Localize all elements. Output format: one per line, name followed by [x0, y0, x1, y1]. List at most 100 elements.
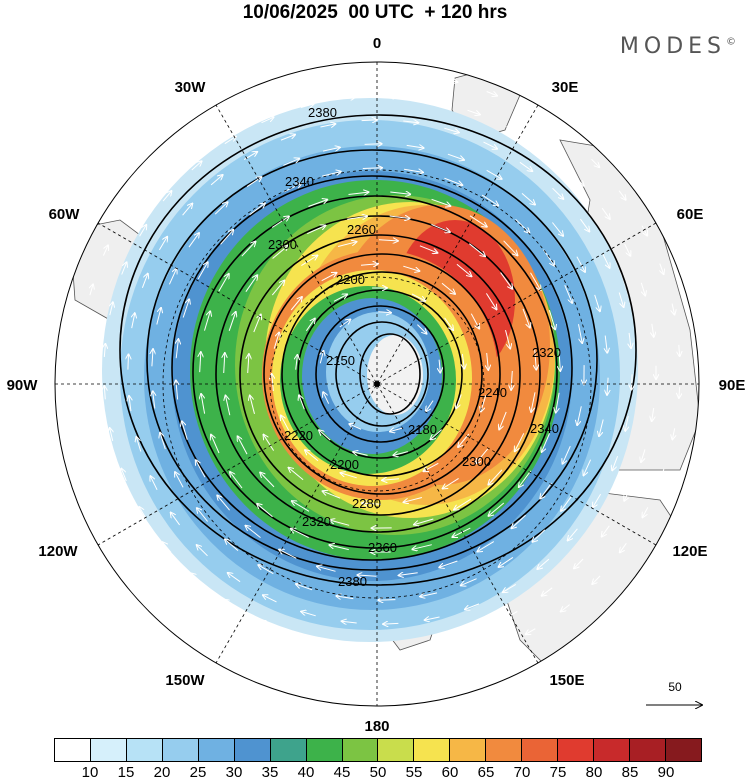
wind-vector [123, 527, 130, 537]
wind-vector [441, 282, 455, 294]
wind-vector [552, 187, 564, 199]
wind-vector [168, 269, 176, 285]
wind-vector [556, 392, 560, 413]
wind-vector [406, 670, 418, 671]
map-title: 10/06/2025 00 UTC + 120 hrs [242, 2, 508, 23]
wind-vector [281, 85, 292, 89]
wind-vector [594, 294, 600, 311]
wind-vector [426, 642, 439, 645]
wind-vector [537, 558, 550, 569]
wind-vector [483, 141, 498, 149]
wind-vector [431, 429, 442, 440]
wind-vector [224, 353, 225, 374]
wind-vector [90, 285, 93, 296]
wind-vector [618, 292, 623, 308]
wind-vector [214, 202, 227, 215]
wind-vector [317, 566, 336, 572]
colorbar-swatch [198, 739, 235, 761]
wind-vector [283, 159, 299, 166]
wind-vector [414, 518, 434, 525]
colorbar-swatch [378, 739, 415, 761]
wind-vector [153, 391, 155, 409]
wind-vector [524, 108, 535, 115]
colorbar-tick-label: 30 [225, 764, 243, 781]
lon-label-90e: 90E [719, 377, 746, 394]
wind-vector [468, 243, 485, 257]
wind-vector [333, 294, 347, 302]
wind-vector [531, 392, 536, 412]
brand-name: MODES [619, 34, 726, 59]
wind-vector [425, 617, 440, 620]
wind-vector [488, 469, 503, 485]
wind-vector [196, 460, 206, 478]
wind-vector [542, 433, 550, 452]
wind-vector [568, 528, 578, 541]
wind-vector [353, 452, 368, 456]
wind-vector [129, 396, 131, 412]
height-contours [119, 114, 637, 586]
wind-vector [592, 575, 601, 584]
wind-vector [197, 262, 208, 280]
contour-label: 2180 [408, 422, 437, 437]
wind-vector [439, 560, 458, 567]
wind-vector [574, 558, 584, 568]
wind-vector [515, 218, 530, 232]
wind-vector [591, 158, 600, 167]
wind-vector [292, 501, 310, 512]
wind-vector [448, 662, 459, 665]
colorbar-swatch [558, 739, 595, 761]
wind-vector [280, 135, 295, 141]
wind-vector [128, 354, 129, 370]
north-pole-marker [374, 381, 380, 387]
colorbar-swatch [522, 739, 559, 761]
contour-2340 [171, 175, 573, 561]
wind-vector [444, 177, 462, 185]
wind-vector [461, 578, 477, 586]
wind-vector [248, 354, 249, 374]
wind-vector [612, 456, 619, 470]
wind-vector [535, 349, 537, 370]
wind-vector [530, 272, 541, 290]
wind-vector [576, 256, 585, 272]
wind-vector [624, 488, 631, 501]
wind-vector [321, 273, 337, 282]
wind-vector [378, 600, 396, 601]
wind-vector [182, 299, 189, 318]
wind-vector [439, 359, 440, 373]
wind-vector [679, 386, 680, 398]
wind-vector [342, 621, 357, 623]
wind-vector [420, 592, 438, 597]
wind-vector [389, 216, 410, 219]
wind-vector [574, 175, 584, 186]
lon-label-60w: 60W [49, 206, 81, 223]
wind-vector [444, 317, 454, 330]
wind-vector [300, 636, 313, 640]
lon-label-180: 180 [364, 718, 389, 735]
wind-vector [404, 169, 423, 172]
wind-vector [224, 137, 236, 145]
wind-vector [191, 161, 202, 171]
wind-vector [147, 561, 155, 570]
contour-2360 [146, 149, 598, 571]
wind-vector [577, 406, 582, 425]
wind-vector [552, 222, 563, 236]
wind-vector [347, 216, 367, 219]
colorbar-tick-label: 85 [621, 764, 639, 781]
wind-vector [515, 433, 525, 451]
colorbar-tick-label: 20 [153, 764, 171, 781]
colorbar-swatch [90, 739, 127, 761]
wind-vector [225, 539, 239, 551]
wind-vector [272, 374, 274, 392]
wind-vector [82, 409, 84, 420]
colorbar-swatch [342, 739, 379, 761]
wind-vector [454, 498, 472, 510]
wind-vector [246, 526, 261, 538]
wind-vector [321, 76, 333, 78]
wind-vector [489, 502, 505, 516]
wind-vector [244, 640, 255, 645]
wind-vector [620, 543, 627, 552]
wind-vector [132, 313, 135, 329]
wind-vector [602, 253, 610, 268]
wind-vector [364, 144, 382, 145]
wind-vector [263, 595, 277, 603]
